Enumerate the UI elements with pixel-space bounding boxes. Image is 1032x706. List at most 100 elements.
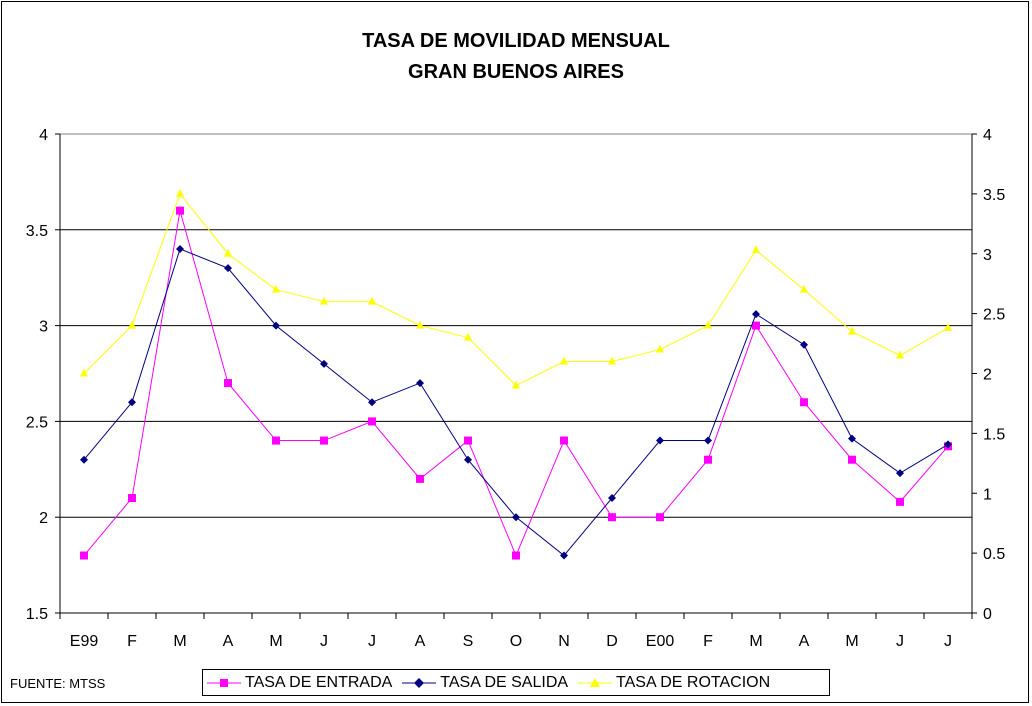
- x-tick-label: F: [703, 633, 713, 650]
- x-tick-label: M: [269, 633, 282, 650]
- data-point-salida: [944, 440, 952, 449]
- data-point-entrada: [896, 497, 904, 506]
- y-right-tick-label: 0: [983, 606, 992, 623]
- data-point-entrada: [800, 398, 808, 407]
- x-tick-label: E99: [70, 633, 99, 650]
- data-point-salida: [128, 398, 136, 407]
- data-point-rotacion: [800, 284, 808, 293]
- data-point-salida: [176, 244, 184, 253]
- y-right-tick-label: 1: [983, 486, 992, 503]
- data-point-entrada: [320, 436, 328, 445]
- x-tick-label: F: [127, 633, 137, 650]
- data-point-salida: [560, 551, 568, 560]
- legend-item-salida: TASA DE SALIDA: [402, 674, 568, 692]
- legend: TASA DE ENTRADA TASA DE SALIDA TASA DE R…: [202, 669, 830, 696]
- data-point-entrada: [80, 551, 88, 560]
- data-point-rotacion: [128, 320, 136, 329]
- y-right-tick-label: 1.5: [983, 426, 1005, 443]
- data-point-rotacion: [320, 296, 328, 305]
- y-right-tick-label: 0.5: [983, 546, 1005, 563]
- data-point-salida: [224, 264, 232, 273]
- legend-label-salida: TASA DE SALIDA: [440, 673, 569, 691]
- data-point-salida: [80, 455, 88, 464]
- data-point-rotacion: [176, 188, 184, 197]
- y-right-tick-label: 4: [983, 127, 992, 144]
- legend-item-entrada: TASA DE ENTRADA: [207, 674, 392, 692]
- data-point-salida: [656, 436, 664, 445]
- data-point-entrada: [272, 436, 280, 445]
- x-tick-label: J: [896, 633, 904, 650]
- x-tick-label: A: [415, 633, 426, 650]
- data-point-entrada: [224, 379, 232, 388]
- y-right-tick-label: 2: [983, 367, 992, 384]
- chart-title-line-2: GRAN BUENOS AIRES: [408, 61, 624, 83]
- x-tick-label: A: [799, 633, 810, 650]
- data-point-entrada: [512, 551, 520, 560]
- legend-label-rotacion: TASA DE ROTACION: [616, 673, 771, 691]
- y-right-tick-label: 3.5: [983, 187, 1005, 204]
- x-tick-label: J: [320, 633, 328, 650]
- data-point-entrada: [608, 513, 616, 522]
- x-tick-label: E00: [646, 633, 675, 650]
- series-line-rotacion: [83, 192, 949, 387]
- data-point-salida: [608, 494, 616, 503]
- data-point-salida: [368, 398, 376, 407]
- data-point-salida: [416, 379, 424, 388]
- data-point-entrada: [656, 513, 664, 522]
- data-point-salida: [464, 455, 472, 464]
- data-point-salida: [320, 359, 328, 368]
- y-right-tick-label: 2.5: [983, 307, 1005, 324]
- data-point-entrada: [848, 455, 856, 464]
- y-left-tick-label: 3: [39, 319, 48, 336]
- legend-marker-rotacion: [578, 677, 613, 687]
- legend-marker-salida: [402, 677, 437, 688]
- source-note: FUENTE: MTSS: [10, 676, 106, 691]
- y-left-tick-label: 3.5: [26, 223, 48, 240]
- data-point-rotacion: [848, 326, 856, 335]
- data-point-rotacion: [608, 356, 616, 365]
- data-point-entrada: [176, 206, 184, 215]
- data-point-salida: [704, 436, 712, 445]
- data-point-rotacion: [944, 322, 952, 331]
- x-tick-label: J: [944, 633, 952, 650]
- legend-item-rotacion: TASA DE ROTACION: [578, 674, 770, 692]
- plot-area: [59, 133, 973, 614]
- data-point-entrada: [128, 494, 136, 503]
- x-tick-label: A: [223, 633, 234, 650]
- data-point-rotacion: [416, 320, 424, 329]
- data-point-entrada: [704, 455, 712, 464]
- data-point-rotacion: [752, 245, 760, 254]
- data-point-rotacion: [512, 380, 520, 389]
- legend-marker-entrada: [207, 678, 241, 687]
- data-point-rotacion: [464, 332, 472, 341]
- x-tick-label: N: [558, 633, 570, 650]
- x-tick-label: S: [463, 633, 474, 650]
- data-point-salida: [896, 469, 904, 478]
- data-point-rotacion: [80, 368, 88, 377]
- data-point-salida: [752, 310, 760, 319]
- x-tick-label: M: [749, 633, 762, 650]
- x-tick-label: O: [510, 633, 522, 650]
- y-left-tick-label: 2.5: [26, 414, 48, 431]
- y-right-tick-label: 3: [983, 247, 992, 264]
- x-tick-label: J: [368, 633, 376, 650]
- data-point-salida: [848, 434, 856, 443]
- data-point-rotacion: [896, 350, 904, 359]
- data-point-rotacion: [656, 344, 664, 353]
- x-tick-label: D: [606, 633, 618, 650]
- data-point-salida: [800, 340, 808, 349]
- x-tick-label: M: [173, 633, 186, 650]
- data-point-salida: [272, 321, 280, 330]
- data-point-entrada: [368, 417, 376, 426]
- data-point-rotacion: [704, 320, 712, 329]
- y-left-tick-label: 1.5: [26, 606, 48, 623]
- data-point-rotacion: [560, 356, 568, 365]
- y-left-tick-label: 4: [39, 127, 48, 144]
- data-point-entrada: [560, 436, 568, 445]
- data-point-salida: [512, 513, 520, 522]
- data-point-entrada: [464, 436, 472, 445]
- chart-title-line-1: TASA DE MOVILIDAD MENSUAL: [362, 30, 670, 52]
- y-left-tick-label: 2: [39, 510, 48, 527]
